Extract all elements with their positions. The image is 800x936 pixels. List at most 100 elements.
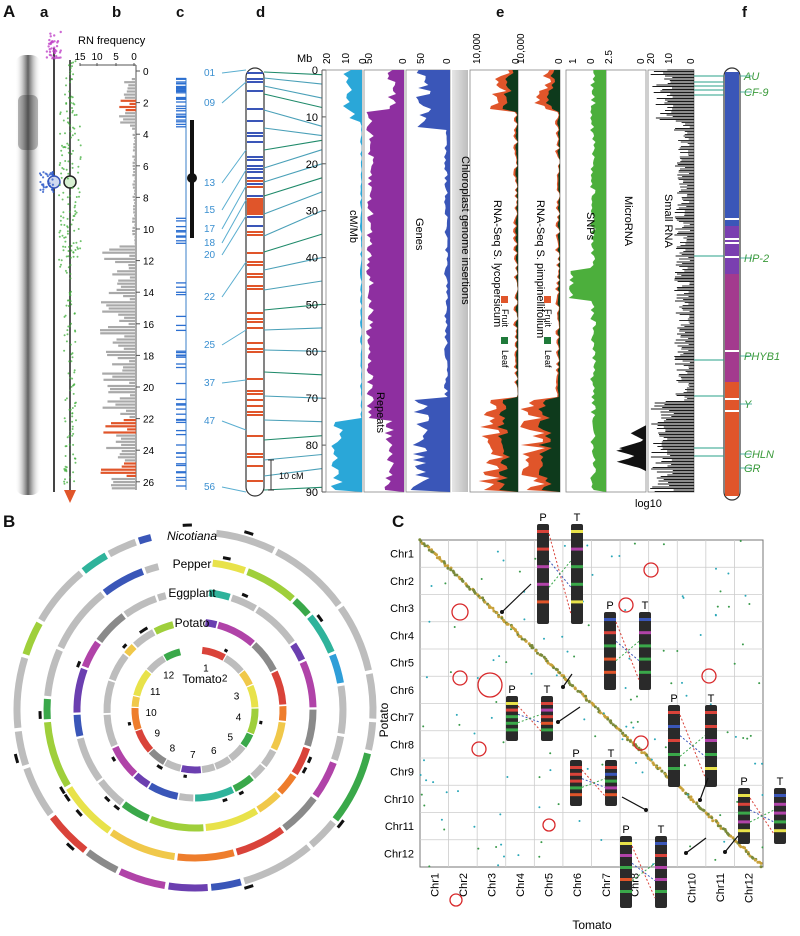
fish-dot [60,215,62,218]
inversion-chrom-t-band [774,802,786,806]
panel-A-label: A [3,2,15,21]
nor-dot [51,57,54,60]
rn-bar [133,208,136,211]
diagonal-dot [492,609,496,613]
fish-dot [64,160,67,162]
inversion-link [631,862,656,882]
nor-dot [45,50,49,53]
circos-chromosome-number: 7 [190,750,196,761]
fish-dot [64,269,67,272]
fish-dot [64,420,67,423]
rn-bar [109,248,136,251]
circos-segment [261,748,277,768]
scatter-dot [681,681,683,684]
fish-dot [62,191,65,194]
circos-segment [73,667,88,713]
inversion-chrom-p-band [738,794,750,797]
centromere-dot [42,184,45,187]
diagonal-dot [716,821,720,825]
nor-dot [52,46,56,49]
inversion-chrom-t-band [705,767,717,770]
circos-segment [332,752,371,822]
inversion-chrom-t-band [605,793,617,797]
scatter-dot [714,858,717,861]
inversion-chrom-t-band [639,644,651,648]
fish-dot [59,113,62,115]
diagonal-dot [481,596,485,600]
arrow-shaft [562,673,573,688]
inversion-chrom-p-band [620,890,632,893]
centromere-dot [51,173,54,176]
rn-bar [116,434,136,437]
fish-dot [72,432,75,435]
inversion-chrom-p-band [620,854,632,857]
dotplot-col-label: Chr8 [629,873,641,897]
scatter-dot [749,734,752,737]
inversion-chrom-t-band [774,820,786,824]
legend-leaf-swatch-1 [501,337,508,344]
fish-dot [58,184,61,186]
rn-bar [134,177,136,180]
scatter-dot [587,624,590,627]
highlight-circle [618,597,634,613]
circos-segment [337,605,372,672]
nor-dot [51,40,54,43]
circos-segment [239,670,253,687]
rn-bar [104,257,136,260]
rn-bar [107,384,136,388]
diagonal-dot [536,651,539,655]
fish-dot [74,249,77,251]
track-title-rna-pimpinellifolium: RNA-Seq S. pimpinellifolium [534,200,546,338]
circos-ring-label: Tomato [182,672,222,686]
circos-segment [103,680,116,714]
fish-dot [77,171,80,174]
inversion-chrom-t-band [571,530,583,533]
rn-bar [134,239,136,242]
inversion-label-t: T [642,600,649,612]
dotplot-row-label: Chr7 [390,712,414,724]
arrow-shaft [557,706,581,723]
rn-bar [129,360,136,363]
circos-chromosome-number: 10 [146,708,158,719]
gene-chromosome-gap [725,242,739,244]
centromere-dot [44,186,47,189]
circos-segment [180,765,202,774]
scatter-dot [492,659,495,662]
scatter-dot [538,776,541,779]
scatter-dot [699,634,702,636]
nor-dot [53,34,56,37]
circos-segment [121,801,150,822]
diagonal-dot [751,856,755,860]
connector-line [263,327,323,331]
fish-dot [67,255,70,258]
rn-bar [121,450,136,453]
inversion-chrom-p-band [604,670,616,674]
ideogram-band [247,261,263,263]
rn-bar [126,409,136,412]
diagonal-dot [596,707,600,711]
ideogram-band [247,390,263,392]
scatter-dot [727,605,730,608]
rn-bar [111,422,136,425]
scatter-dot [423,804,426,807]
highlight-circle [542,818,556,832]
dotplot-col-label: Chr5 [544,873,556,897]
rn-bar [134,140,136,143]
fish-dot [62,146,65,149]
ideogram-band [247,288,263,290]
ideogram-band [247,90,263,92]
diagonal-dot [719,826,723,830]
genome-tracks [325,69,695,493]
fish-dot [73,215,76,217]
scatter-dot [681,595,684,598]
legend-leaf-2: Leaf [543,350,553,368]
rn-bar [132,133,136,136]
gene-chromosome-gap [725,410,739,412]
arrow-head [723,850,727,854]
ideogram-band [247,225,263,227]
circos-segment [277,773,297,795]
scatter-dot [610,555,613,558]
circos-segment [163,648,182,661]
circos-segment [102,568,145,596]
rn-bar [122,369,136,372]
